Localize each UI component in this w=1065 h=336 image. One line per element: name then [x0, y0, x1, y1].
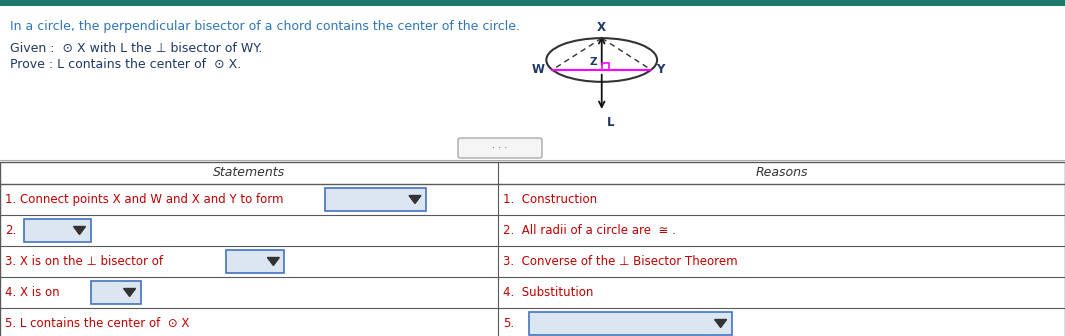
Text: 2.: 2. [5, 224, 16, 237]
Text: Given :  ⊙ X with L the ⊥ bisector of WY.: Given : ⊙ X with L the ⊥ bisector of WY. [10, 42, 262, 55]
Bar [91, 281, 141, 304]
Text: · · ·: · · · [492, 143, 508, 153]
Polygon shape [715, 320, 726, 328]
Text: Z: Z [589, 57, 596, 67]
Bar [325, 188, 426, 211]
Polygon shape [124, 289, 135, 296]
Text: X: X [597, 21, 606, 34]
Text: 4. X is on: 4. X is on [5, 286, 60, 299]
FancyBboxPatch shape [458, 138, 542, 158]
Text: 1.  Construction: 1. Construction [504, 193, 597, 206]
Polygon shape [73, 226, 85, 235]
Text: 2.  All radii of a circle are  ≅ .: 2. All radii of a circle are ≅ . [504, 224, 676, 237]
Text: Reasons: Reasons [755, 167, 808, 179]
Polygon shape [267, 257, 279, 265]
Text: 4.  Substitution: 4. Substitution [504, 286, 594, 299]
Bar [24, 219, 91, 242]
Text: Statements: Statements [213, 167, 285, 179]
Text: 3. X is on the ⊥ bisector of: 3. X is on the ⊥ bisector of [5, 255, 163, 268]
Bar [226, 250, 284, 272]
Text: 3.  Converse of the ⊥ Bisector Theorem: 3. Converse of the ⊥ Bisector Theorem [504, 255, 738, 268]
Bar [602, 63, 609, 70]
Text: Y: Y [656, 63, 665, 76]
Text: In a circle, the perpendicular bisector of a chord contains the center of the ci: In a circle, the perpendicular bisector … [10, 20, 520, 33]
Text: 5.: 5. [504, 317, 514, 330]
Text: L: L [607, 116, 615, 129]
Polygon shape [409, 196, 421, 204]
Text: 1. Connect points X and W and X and Y to form: 1. Connect points X and W and X and Y to… [5, 193, 283, 206]
Text: 5. L contains the center of  ⊙ X: 5. L contains the center of ⊙ X [5, 317, 190, 330]
Bar [0, 162, 1065, 336]
Text: Prove : L contains the center of  ⊙ X.: Prove : L contains the center of ⊙ X. [10, 58, 242, 71]
Bar [529, 312, 732, 335]
Bar [0, 0, 1065, 6]
Text: W: W [531, 63, 544, 76]
